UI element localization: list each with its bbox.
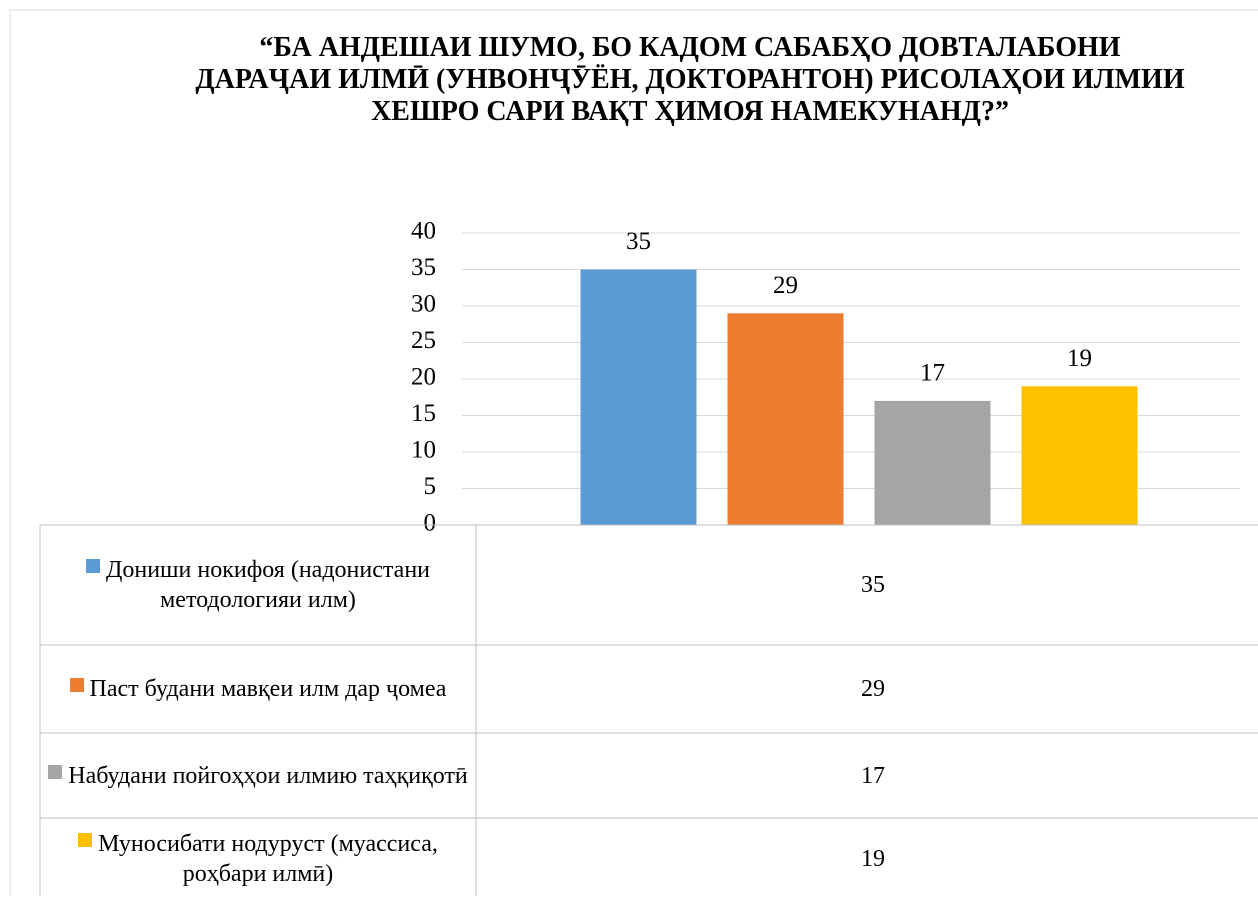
y-tick-label: 25	[411, 327, 436, 354]
table-value: 17	[861, 762, 885, 789]
legend-marker	[69, 678, 84, 692]
chart-title: “БА АНДЕШАИ ШУМО, БО КАДОМ САБАБҲО ДОВТА…	[195, 32, 1185, 127]
bar	[874, 400, 991, 525]
legend-entry: Набудани пойгоҳҳои илмию таҳқиқотӣ	[48, 761, 468, 791]
y-tick-label: 0	[424, 510, 437, 537]
y-tick-label: 10	[411, 437, 436, 464]
bar	[727, 313, 844, 525]
legend-label: Дониши нокифоя (надонистани методологияи…	[105, 557, 431, 613]
legend-label: Муносибати нодуруст (муассиса, роҳбари и…	[98, 831, 438, 887]
y-tick-label: 20	[411, 364, 436, 391]
legend-entry: Муносибати нодуруст (муассиса, роҳбари и…	[44, 829, 472, 889]
legend-label: Набудани пойгоҳҳои илмию таҳқиқотӣ	[68, 762, 468, 789]
data-label: 35	[626, 228, 651, 255]
y-tick-label: 5	[424, 473, 437, 500]
data-label: 29	[773, 272, 798, 299]
legend-cell: Муносибати нодуруст (муассиса, роҳбари и…	[44, 818, 472, 900]
legend-label: Паст будани мавқеи илм дар ҷомеа	[89, 676, 447, 702]
legend-marker	[78, 833, 93, 847]
legend-entry: Дониши нокифоя (надонистани методологияи…	[44, 555, 472, 615]
legend-marker	[48, 764, 63, 779]
bar	[580, 269, 697, 525]
table-value: 35	[861, 572, 885, 598]
y-tick-label: 35	[411, 254, 436, 281]
chart-frame	[9, 9, 1258, 896]
data-label: 19	[1067, 345, 1092, 372]
y-tick-label: 40	[411, 218, 436, 245]
legend-cell: Набудани пойгоҳҳои илмию таҳқиқотӣ	[44, 733, 472, 818]
legend-cell: Паст будани мавқеи илм дар ҷомеа	[44, 645, 472, 733]
y-tick-label: 30	[411, 291, 436, 318]
legend-cell: Дониши нокифоя (надонистани методологияи…	[44, 525, 472, 645]
legend-marker	[85, 559, 100, 573]
table-value: 29	[861, 676, 885, 702]
legend-entry: Паст будани мавқеи илм дар ҷомеа	[69, 674, 447, 704]
data-label: 17	[920, 360, 945, 387]
bar	[1021, 386, 1138, 525]
table-value: 19	[861, 846, 885, 872]
y-tick-label: 15	[411, 400, 436, 427]
